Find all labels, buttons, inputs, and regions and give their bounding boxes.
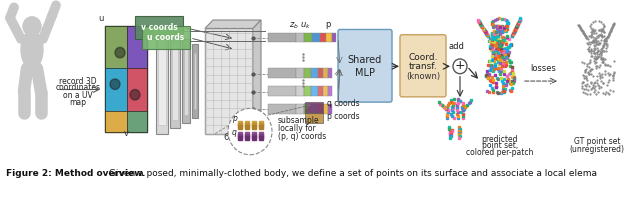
Bar bbox=[127, 26, 147, 68]
Text: subsample: subsample bbox=[278, 116, 319, 125]
Bar bbox=[323, 86, 328, 96]
Text: MLP: MLP bbox=[355, 68, 375, 78]
FancyBboxPatch shape bbox=[338, 29, 392, 102]
Text: colored per-patch: colored per-patch bbox=[467, 148, 534, 157]
Circle shape bbox=[110, 79, 120, 90]
Bar bbox=[305, 102, 323, 113]
Text: Coord.: Coord. bbox=[408, 53, 438, 62]
Bar bbox=[268, 33, 296, 42]
Bar bbox=[170, 34, 180, 128]
Polygon shape bbox=[205, 20, 261, 28]
Bar bbox=[296, 104, 304, 114]
Bar bbox=[328, 104, 332, 114]
Bar bbox=[192, 44, 198, 118]
Bar bbox=[296, 86, 304, 96]
Text: u: u bbox=[99, 14, 104, 23]
Text: (unregistered): (unregistered) bbox=[570, 145, 625, 154]
Bar bbox=[304, 86, 311, 96]
Circle shape bbox=[23, 17, 41, 36]
Bar bbox=[332, 33, 336, 42]
Text: p coords: p coords bbox=[327, 112, 360, 121]
Bar bbox=[172, 42, 178, 120]
Bar bbox=[182, 39, 190, 123]
Ellipse shape bbox=[21, 30, 43, 68]
Bar bbox=[268, 104, 296, 114]
Text: locally for: locally for bbox=[278, 124, 316, 133]
Bar bbox=[323, 104, 328, 114]
Bar bbox=[268, 68, 296, 78]
Text: point set,: point set, bbox=[482, 141, 518, 150]
Bar bbox=[127, 68, 147, 110]
Bar bbox=[304, 68, 311, 78]
Text: predicted: predicted bbox=[482, 135, 518, 144]
Text: v: v bbox=[124, 129, 129, 138]
Bar bbox=[268, 86, 296, 96]
Bar bbox=[318, 68, 323, 78]
Bar bbox=[194, 53, 196, 109]
FancyBboxPatch shape bbox=[400, 35, 446, 97]
Text: v coords: v coords bbox=[141, 23, 177, 32]
Text: $u_k$: $u_k$ bbox=[300, 20, 310, 31]
Text: (p, q) coords: (p, q) coords bbox=[278, 132, 326, 141]
Polygon shape bbox=[253, 20, 261, 134]
Bar bbox=[156, 28, 168, 134]
Text: p: p bbox=[232, 114, 237, 123]
Text: $z_b$: $z_b$ bbox=[289, 20, 299, 31]
Bar bbox=[105, 26, 127, 68]
Text: Given a posed, minimally-clothed body, we define a set of points on its surface : Given a posed, minimally-clothed body, w… bbox=[106, 169, 596, 178]
Text: record 3D: record 3D bbox=[59, 77, 97, 86]
Text: losses: losses bbox=[530, 63, 556, 73]
Text: GT point set: GT point set bbox=[573, 137, 620, 146]
Text: p: p bbox=[325, 20, 331, 29]
Text: coordinates: coordinates bbox=[56, 83, 100, 92]
Bar bbox=[296, 33, 304, 42]
Bar bbox=[127, 110, 147, 132]
Text: Shared: Shared bbox=[348, 55, 382, 65]
Bar bbox=[318, 104, 323, 114]
Text: map: map bbox=[70, 98, 86, 107]
Bar bbox=[311, 104, 318, 114]
Bar bbox=[184, 47, 188, 115]
Circle shape bbox=[228, 108, 272, 155]
Bar bbox=[296, 68, 304, 78]
Bar bbox=[304, 104, 311, 114]
Bar bbox=[323, 68, 328, 78]
Bar bbox=[205, 28, 253, 134]
Bar bbox=[320, 33, 326, 42]
Bar bbox=[105, 68, 127, 110]
Bar bbox=[135, 16, 183, 39]
Bar bbox=[311, 68, 318, 78]
Bar bbox=[312, 33, 320, 42]
Bar bbox=[328, 68, 332, 78]
Text: 64: 64 bbox=[224, 133, 234, 142]
Circle shape bbox=[115, 47, 125, 58]
Bar bbox=[304, 33, 312, 42]
Bar bbox=[328, 86, 332, 96]
Bar bbox=[311, 86, 318, 96]
Text: +: + bbox=[454, 59, 465, 72]
Text: u coords: u coords bbox=[147, 33, 184, 42]
Text: Figure 2: Method overview.: Figure 2: Method overview. bbox=[6, 169, 146, 178]
Text: (known): (known) bbox=[406, 72, 440, 81]
Text: q coords: q coords bbox=[327, 99, 360, 108]
Bar bbox=[142, 26, 190, 50]
Bar bbox=[305, 113, 323, 123]
Bar bbox=[318, 86, 323, 96]
Bar bbox=[326, 33, 332, 42]
Circle shape bbox=[453, 59, 467, 74]
Bar bbox=[158, 37, 166, 125]
Text: add: add bbox=[448, 42, 464, 52]
Text: transf.: transf. bbox=[408, 62, 437, 71]
Circle shape bbox=[130, 90, 140, 100]
Bar bbox=[105, 26, 147, 132]
Text: q: q bbox=[232, 128, 237, 137]
Bar bbox=[105, 110, 127, 132]
Text: on a UV: on a UV bbox=[63, 91, 93, 100]
